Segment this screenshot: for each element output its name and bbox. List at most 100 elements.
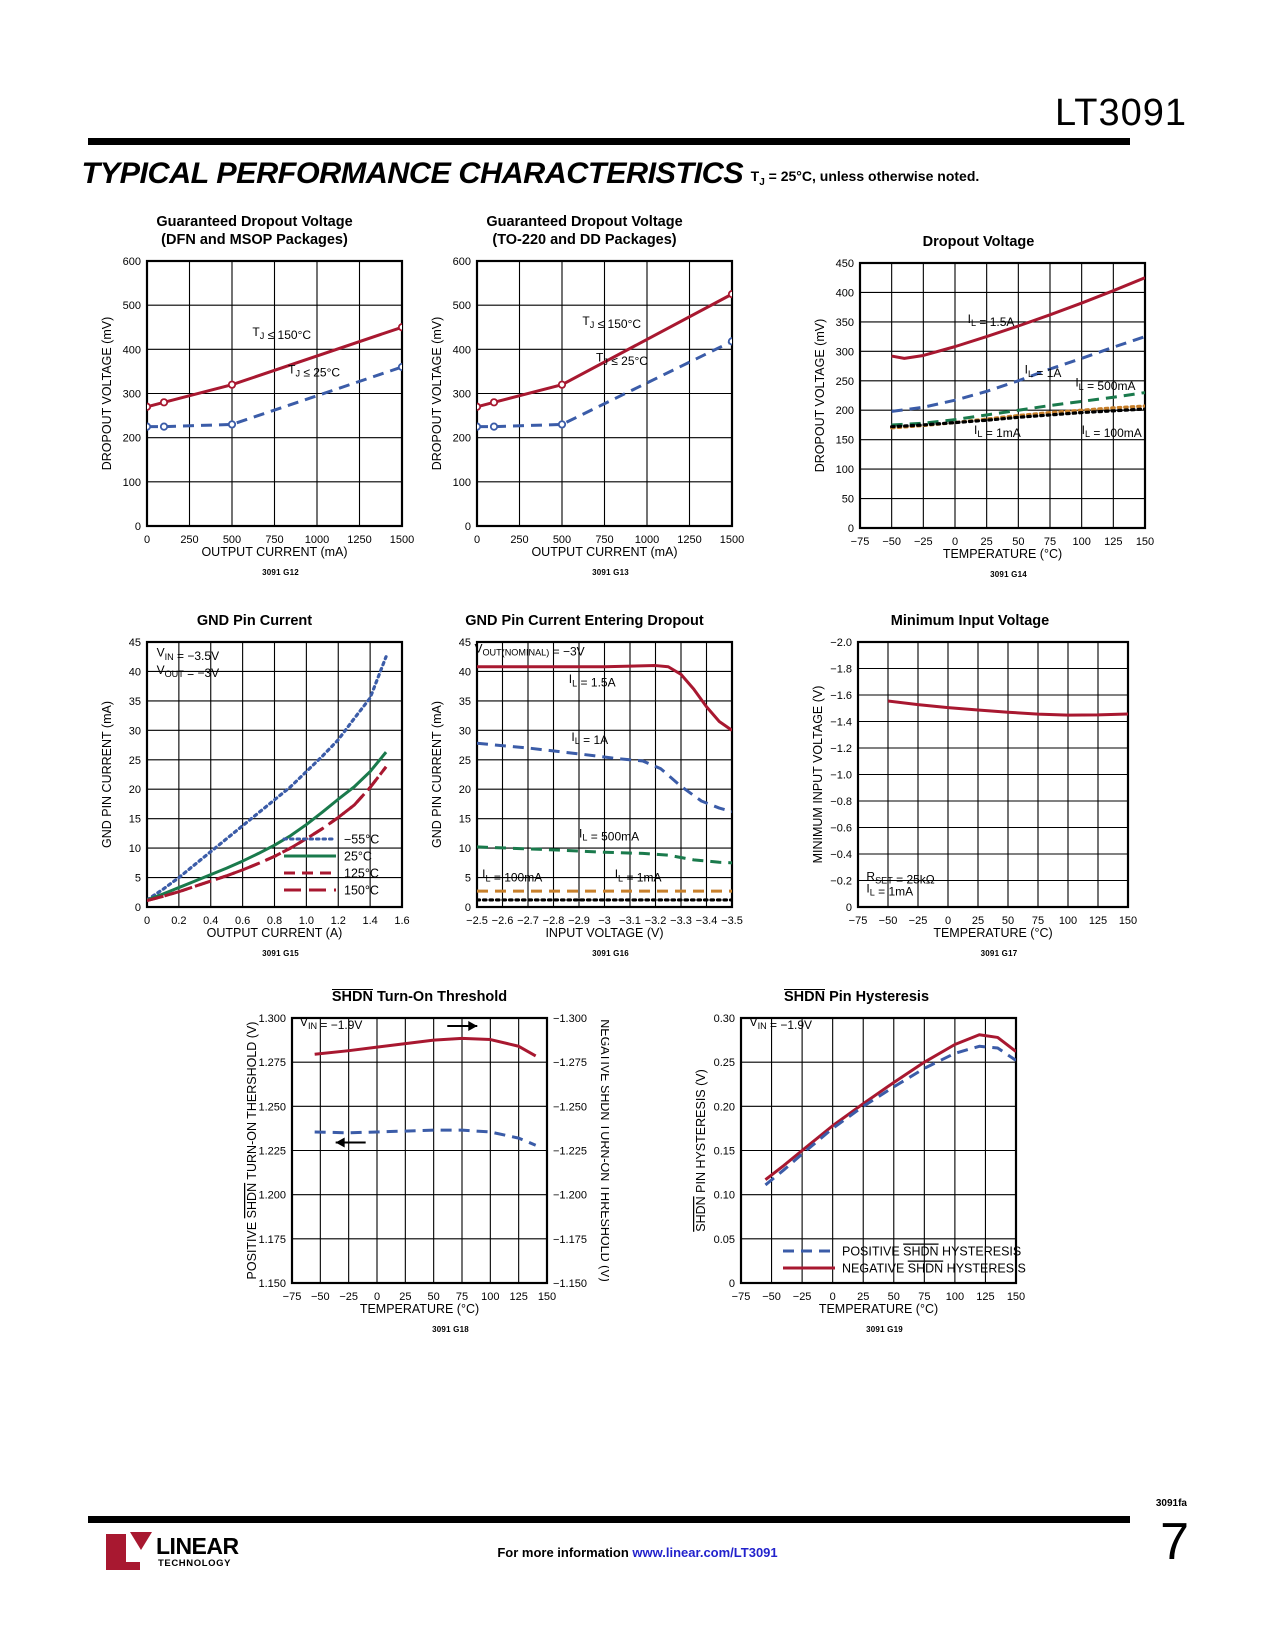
x-tick-label: 250 bbox=[510, 534, 528, 546]
y-tick-label: 200 bbox=[123, 433, 141, 445]
y-tick-label: 1.200 bbox=[258, 1190, 286, 1202]
plot-annotation: VOUT(NOMINAL) = −3V bbox=[474, 642, 584, 659]
x-tick-label: 0 bbox=[830, 1291, 836, 1303]
y2-tick-label: −1.250 bbox=[553, 1101, 587, 1113]
y-tick-label: 1.225 bbox=[258, 1146, 286, 1158]
linear-technology-logo: LINEAR TECHNOLOGY bbox=[100, 1528, 280, 1576]
x-tick-label: 1250 bbox=[347, 534, 371, 546]
chart-title-line: (TO-220 and DD Packages) bbox=[492, 232, 677, 249]
plot-annotation: VIN = −1.9V bbox=[750, 1015, 813, 1032]
chart-plot: 0 0.2 0.4 0.6 0.8 1.0 1.2 1.4 1.6 0 5 10 15 20 25 30 35 4… bbox=[100, 637, 410, 940]
x-tick-label: 1500 bbox=[390, 534, 414, 546]
x-axis-label: TEMPERATURE (°C) bbox=[943, 547, 1062, 561]
x-tick-label: −50 bbox=[879, 915, 898, 927]
series-line bbox=[891, 335, 1145, 414]
plot-annotation: IL = 100mA bbox=[482, 867, 542, 884]
x-tick-label: 125 bbox=[509, 1291, 527, 1303]
y-tick-label: 20 bbox=[459, 784, 471, 796]
x-tick-label: 750 bbox=[265, 534, 283, 546]
x-tick-label: 1.0 bbox=[299, 915, 314, 927]
y-tick-label: 100 bbox=[836, 464, 854, 476]
y-tick-label: 0 bbox=[465, 521, 471, 533]
part-number: LT3091 bbox=[1054, 92, 1187, 134]
x-tick-label: −3.4 bbox=[696, 915, 718, 927]
subtitle-pre: T bbox=[750, 168, 760, 185]
x-tick-label: 125 bbox=[976, 1291, 994, 1303]
x-tick-label: 75 bbox=[456, 1291, 468, 1303]
y-tick-label: 25 bbox=[459, 755, 471, 767]
chart-title-line: Dropout Voltage bbox=[922, 234, 1035, 250]
chart-3091-g19: SHDN Pin Hysteresis −75 −50 −25 0 25 50 75 100 12… bbox=[685, 988, 1028, 1334]
y-axis-label: SHDN PIN HYSTERESIS (V) bbox=[694, 1069, 708, 1232]
y-tick-label: 1.250 bbox=[258, 1101, 286, 1113]
chart-title: Dropout Voltage bbox=[800, 233, 1157, 251]
x-tick-label: 50 bbox=[428, 1291, 440, 1303]
series-line bbox=[314, 1128, 537, 1147]
overline-shdn: SHDN bbox=[783, 989, 826, 1005]
plot-annotation: IL = 1.5A bbox=[968, 312, 1015, 329]
x-tick-label: −2.9 bbox=[568, 915, 590, 927]
y-tick-label: 30 bbox=[129, 725, 141, 737]
x-axis-label: TEMPERATURE (°C) bbox=[933, 926, 1052, 940]
x-tick-label: −25 bbox=[914, 536, 933, 548]
x-tick-label: 75 bbox=[1044, 536, 1056, 548]
plot-annotation: IL = 100mA bbox=[1082, 423, 1142, 440]
chart-3091-g18: SHDN Turn-On Threshold −75 −50 −25 0 25 50 75 10… bbox=[230, 988, 609, 1334]
chart-title: Guaranteed Dropout Voltage (TO-220 and DD… bbox=[425, 213, 744, 249]
plot-annotation: IL = 500mA bbox=[579, 827, 639, 844]
x-tick-label: 250 bbox=[180, 534, 198, 546]
y-tick-label: 300 bbox=[453, 389, 471, 401]
chart-plot: −75 −50 −25 0 25 50 75 100 125 150 0 50 100 150 200 250… bbox=[813, 258, 1154, 561]
chart-plot: 0 250 500 750 1000 1250 1500 0 100 200 300 400 500 60… bbox=[430, 256, 744, 559]
y-tick-label: 0.25 bbox=[714, 1057, 735, 1069]
subtitle-sub: J bbox=[759, 177, 765, 188]
series-line bbox=[477, 340, 732, 429]
y-axis-label: POSITIVE SHDN TURN-ON THERSHOLD (V) bbox=[245, 1022, 259, 1280]
x-tick-label: 0 bbox=[144, 915, 150, 927]
y-tick-label: 300 bbox=[836, 346, 854, 358]
legend-label: −55°C bbox=[344, 833, 379, 847]
chart-plot: −2.5 −2.6 −2.7 −2.8 −2.9 −3 −3.1 −3.2 −3.3 −3.4 −3… bbox=[430, 637, 743, 940]
y-tick-label: 0.15 bbox=[714, 1146, 735, 1158]
x-tick-label: 100 bbox=[1072, 536, 1090, 548]
x-tick-label: 0 bbox=[952, 536, 958, 548]
chart-id-label: 3091 G15 bbox=[262, 949, 299, 959]
x-tick-label: 50 bbox=[1002, 915, 1014, 927]
y-tick-label: −1.4 bbox=[830, 717, 852, 729]
x-tick-label: 150 bbox=[1136, 536, 1154, 548]
y-tick-label: −2.0 bbox=[830, 637, 852, 649]
y-tick-label: 100 bbox=[123, 477, 141, 489]
x-tick-label: 750 bbox=[595, 534, 613, 546]
y-tick-label: 1.300 bbox=[258, 1013, 286, 1025]
x-tick-label: −3.3 bbox=[670, 915, 692, 927]
x-axis-label: TEMPERATURE (°C) bbox=[360, 1302, 479, 1316]
chart-id-label: 3091 G18 bbox=[432, 1325, 469, 1335]
y-tick-label: 40 bbox=[459, 667, 471, 679]
y-tick-label: 0 bbox=[846, 902, 852, 914]
chart-title-line: SHDN Pin Hysteresis bbox=[783, 989, 930, 1005]
footer-link[interactable]: www.linear.com/LT3091 bbox=[632, 1545, 778, 1560]
y2-tick-label: −1.225 bbox=[553, 1146, 587, 1158]
plot-annotation: VIN = −1.9V bbox=[300, 1015, 363, 1032]
y-tick-label: 400 bbox=[123, 345, 141, 357]
section-title: TYPICAL PERFORMANCE CHARACTERISTICS bbox=[81, 157, 744, 190]
x-tick-label: −2.8 bbox=[543, 915, 565, 927]
x-tick-label: −3.1 bbox=[619, 915, 641, 927]
series-line bbox=[887, 699, 1128, 717]
chart-3091-g12: Guaranteed Dropout Voltage (DFN and MSOP … bbox=[95, 213, 414, 577]
legend-label: 25°C bbox=[344, 850, 372, 864]
plot-annotation: VOUT = −3V bbox=[157, 663, 220, 680]
x-tick-label: 50 bbox=[1012, 536, 1024, 548]
chart-id-label: 3091 G19 bbox=[866, 1325, 903, 1335]
chart-id-label: 3091 G16 bbox=[592, 949, 629, 959]
y-axis-label: GND PIN CURRENT (mA) bbox=[100, 701, 114, 848]
y2-tick-label: −1.175 bbox=[553, 1234, 587, 1246]
y-tick-label: 20 bbox=[129, 784, 141, 796]
y-tick-label: −1.6 bbox=[830, 690, 852, 702]
y-tick-label: −0.6 bbox=[830, 823, 852, 835]
y-tick-label: 50 bbox=[842, 494, 854, 506]
x-tick-label: 1.4 bbox=[362, 915, 377, 927]
x-tick-label: −3.2 bbox=[645, 915, 667, 927]
chart-title: SHDN Pin Hysteresis bbox=[685, 988, 1028, 1006]
y-tick-label: 1.150 bbox=[258, 1278, 286, 1290]
